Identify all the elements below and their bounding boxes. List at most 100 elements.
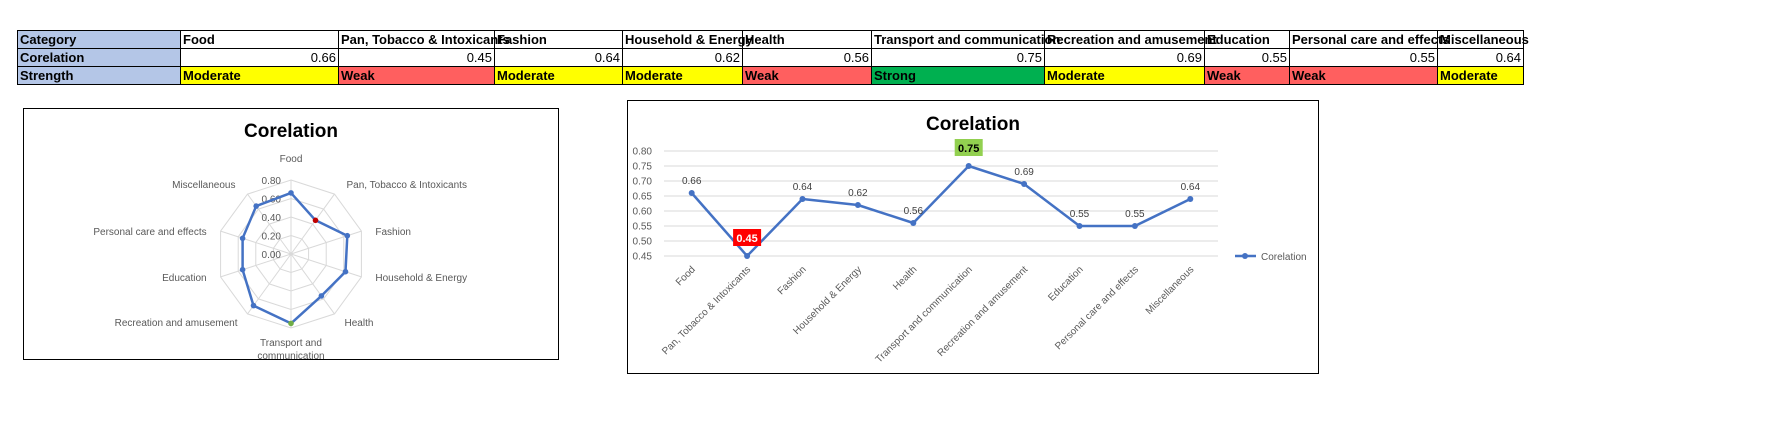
- correlation-cell: 0.69: [1044, 48, 1205, 67]
- category-row: Category Food Pan, Tobacco & Intoxicants Fa…: [17, 30, 1529, 49]
- radar-category-label: Health: [345, 318, 374, 329]
- correlation-cell: 0.64: [494, 48, 623, 67]
- radar-point: [288, 320, 294, 327]
- line-data-label: 0.64: [1181, 182, 1201, 193]
- line-x-tick-label: Health: [891, 264, 919, 292]
- radar-category-label: Fashion: [375, 227, 411, 238]
- line-data-label-box: [954, 139, 983, 156]
- legend-label: Corelation: [1261, 252, 1307, 263]
- line-point: [910, 220, 917, 226]
- category-cell: Transport and communication: [871, 30, 1060, 49]
- strength-cell: Moderate: [1437, 66, 1524, 85]
- category-cell: Pan, Tobacco & Intoxicants: [338, 30, 510, 49]
- category-cell: Fashion: [494, 30, 623, 49]
- correlation-cell: 0.55: [1204, 48, 1290, 67]
- category-cell: Food: [180, 30, 339, 49]
- line-data-label: 0.64: [793, 182, 813, 193]
- strength-cell: Weak: [338, 66, 495, 85]
- correlation-cell: 0.45: [338, 48, 495, 67]
- correlation-table: Category Food Pan, Tobacco & Intoxicants Fa…: [17, 30, 1529, 85]
- line-point: [854, 202, 861, 208]
- strength-cell: Weak: [1204, 66, 1290, 85]
- strength-cell: Moderate: [622, 66, 743, 85]
- line-data-label: 0.75: [958, 143, 979, 155]
- row-label-corelation: Corelation: [17, 48, 181, 67]
- category-cell: Recreation and amusement: [1044, 30, 1217, 49]
- radar-point: [312, 217, 319, 224]
- radar-spoke: [220, 230, 292, 255]
- line-data-label: 0.55: [1125, 209, 1145, 220]
- category-cell: Health: [742, 30, 872, 49]
- radar-spoke: [290, 253, 335, 315]
- line-series-path: [690, 164, 1191, 258]
- radar-series-line: [241, 191, 349, 325]
- line-point: [799, 196, 806, 202]
- correlation-row: Corelation 0.66 0.45 0.64 0.62 0.56 0.75 0.69 0.…: [17, 48, 1524, 67]
- line-y-tick-label: 0.55: [633, 222, 653, 233]
- radar-category-label: Household & Energy: [375, 273, 467, 284]
- line-point: [688, 190, 695, 196]
- line-x-tick-label: Food: [674, 264, 698, 288]
- correlation-cell: 0.55: [1289, 48, 1438, 67]
- radar-category-label: Food: [280, 154, 303, 165]
- strength-cell: Moderate: [1044, 66, 1205, 85]
- line-y-tick-label: 0.80: [633, 147, 653, 158]
- radar-category-label: Transport and communication: [257, 338, 324, 359]
- radar-point: [250, 302, 257, 309]
- radar-category-label: Education: [162, 273, 206, 284]
- radar-title: Corelation: [244, 121, 338, 142]
- radar-category-label: Recreation and amusement: [115, 318, 238, 329]
- radar-point: [342, 268, 349, 275]
- strength-cell: Weak: [1289, 66, 1438, 85]
- line-x-tick-label: Transport and communication: [874, 264, 975, 365]
- correlation-cell: 0.66: [180, 48, 339, 67]
- line-x-tick-label: Pan, Tobacco & Intoxicants: [660, 264, 753, 357]
- line-x-tick-label: Fashion: [776, 264, 809, 297]
- line-data-label: 0.69: [1014, 167, 1034, 178]
- line-y-tick-label: 0.65: [633, 192, 653, 203]
- line-point: [744, 253, 751, 259]
- correlation-cell: 0.56: [742, 48, 872, 67]
- strength-cell: Moderate: [494, 66, 623, 85]
- radar-category-label: Personal care and effects: [93, 227, 206, 238]
- line-y-tick-label: 0.75: [633, 162, 653, 173]
- radar-category-label: Miscellaneous: [172, 180, 235, 191]
- line-y-tick-label: 0.70: [633, 177, 653, 188]
- correlation-cell: 0.64: [1437, 48, 1524, 67]
- line-point: [1076, 223, 1083, 229]
- radar-point: [288, 190, 294, 196]
- radar-spoke: [290, 253, 362, 278]
- category-cell: Education: [1204, 30, 1290, 49]
- line-y-tick-label: 0.50: [633, 237, 653, 248]
- row-label-strength: Strength: [17, 66, 181, 85]
- radar-point: [318, 293, 325, 299]
- correlation-cell: 0.62: [622, 48, 743, 67]
- correlation-cell: 0.75: [871, 48, 1045, 67]
- row-label-category: Category: [17, 30, 181, 49]
- line-data-label-box: [733, 229, 762, 246]
- line-x-tick-label: Miscellaneous: [1144, 264, 1197, 317]
- radar-tick-label: 0.20: [262, 232, 282, 243]
- line-data-label: 0.55: [1070, 209, 1090, 220]
- radar-category-label: Pan, Tobacco & Intoxicants: [347, 180, 467, 191]
- strength-cell: Strong: [871, 66, 1045, 85]
- radar-tick-label: 0.80: [262, 176, 282, 187]
- radar-spoke: [220, 253, 292, 278]
- line-data-label: 0.56: [904, 206, 924, 217]
- category-cell: Household & Energy: [622, 30, 753, 49]
- radar-point: [253, 203, 259, 209]
- line-data-label: 0.62: [848, 188, 868, 199]
- line-chart-container: Corelation 0.45 0.50 0.55 0.60 0.65 0.70 0.75 0.…: [627, 100, 1319, 374]
- radar-tick-label: 0.40: [262, 213, 282, 224]
- category-cell: Miscellaneous: [1437, 30, 1529, 49]
- line-x-tick-label: Education: [1046, 264, 1085, 303]
- line-chart: Corelation 0.45 0.50 0.55 0.60 0.65 0.70 0.75 0.…: [633, 114, 1307, 365]
- line-data-label: 0.45: [736, 233, 757, 245]
- radar-spoke: [290, 193, 335, 255]
- legend-marker: [1242, 253, 1248, 259]
- strength-cell: Weak: [742, 66, 872, 85]
- line-point: [1187, 196, 1194, 202]
- line-y-tick-label: 0.45: [633, 252, 653, 263]
- line-point: [1131, 223, 1138, 229]
